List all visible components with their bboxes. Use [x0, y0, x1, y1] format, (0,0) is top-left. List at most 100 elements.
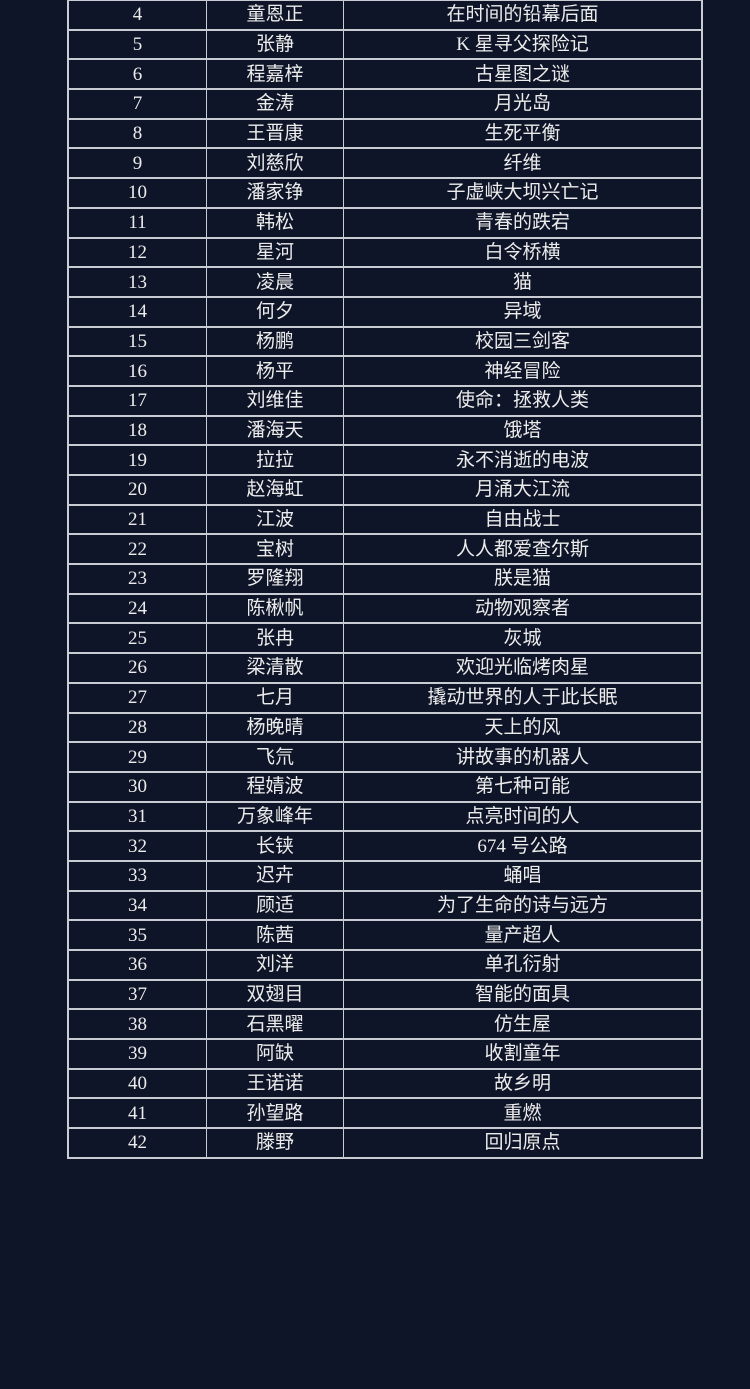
- row-number: 22: [69, 535, 207, 564]
- title-cell: 在时间的铅幕后面: [446, 4, 599, 26]
- title-cell: 动物观察者: [474, 598, 570, 620]
- row-number: 19: [69, 446, 207, 474]
- table-row: 34 顾适 为了生命的诗与远方: [69, 891, 701, 922]
- author-cell: 何夕: [207, 297, 344, 326]
- author-cell: 罗隆翔: [207, 565, 344, 593]
- table-row: 35 陈茜 量产超人: [69, 921, 701, 951]
- table-row: 29 飞氘 讲故事的机器人: [69, 743, 701, 773]
- table-row: 16 杨平 神经冒险: [69, 357, 701, 387]
- row-number: 17: [69, 386, 207, 415]
- row-number: 40: [69, 1069, 207, 1098]
- author-cell: 刘洋: [207, 951, 344, 979]
- table-row: 18 潘海天 饿塔: [69, 416, 701, 447]
- row-number: 41: [69, 1099, 207, 1128]
- title-cell: 朕是猫: [493, 568, 551, 590]
- title-cell: 使命：拯救人类: [455, 390, 589, 412]
- table-row: 23 罗隆翔 朕是猫: [69, 565, 701, 595]
- author-cell: 王晋康: [207, 119, 344, 148]
- row-number: 39: [69, 1040, 207, 1068]
- row-number: 33: [69, 861, 207, 890]
- author-cell: 刘维佳: [207, 386, 344, 415]
- title-cell: 重燃: [503, 1102, 542, 1124]
- author-cell: 陈茜: [207, 921, 344, 949]
- row-number: 16: [69, 357, 207, 385]
- author-cell: 滕野: [207, 1129, 344, 1157]
- author-cell: 杨鹏: [207, 327, 344, 356]
- row-number: 7: [69, 90, 207, 118]
- table-row: 41 孙望路 重燃: [69, 1099, 701, 1130]
- row-number: 11: [69, 208, 207, 237]
- author-cell: 孙望路: [207, 1099, 344, 1128]
- title-cell: 纤维: [503, 152, 542, 174]
- row-number: 26: [69, 654, 207, 682]
- table-row: 10 潘家铮 子虚峡大坝兴亡记: [69, 179, 701, 209]
- row-number: 29: [69, 743, 207, 771]
- table-row: 39 阿缺 收割童年: [69, 1040, 701, 1070]
- author-cell: 程嘉梓: [207, 60, 344, 89]
- table-row: 4 童恩正 在时间的铅幕后面: [69, 1, 701, 31]
- title-cell: 异域: [503, 301, 542, 323]
- row-number: 14: [69, 297, 207, 326]
- author-cell: 陈楸帆: [207, 594, 344, 623]
- title-cell: 为了生命的诗与远方: [436, 894, 608, 916]
- row-number: 21: [69, 505, 207, 534]
- row-number: 42: [69, 1129, 207, 1157]
- title-cell: 古星图之谜: [474, 63, 570, 85]
- table-row: 32 长铗 674 号公路: [69, 832, 701, 862]
- title-cell: 自由战士: [484, 509, 561, 531]
- title-cell: 生死平衡: [484, 123, 561, 145]
- table-row: 36 刘洋 单孔衍射: [69, 951, 701, 981]
- author-cell: 万象峰年: [207, 802, 344, 831]
- author-cell: 张冉: [207, 624, 344, 653]
- table-row: 27 七月 撬动世界的人于此长眠: [69, 683, 701, 714]
- table-row: 37 双翅目 智能的面具: [69, 980, 701, 1011]
- title-cell: 月光岛: [493, 93, 551, 115]
- row-number: 9: [69, 149, 207, 178]
- author-cell: 刘慈欣: [207, 149, 344, 178]
- author-cell: 迟卉: [207, 861, 344, 890]
- title-cell: 第七种可能: [474, 776, 570, 798]
- author-cell: 阿缺: [207, 1040, 344, 1068]
- title-cell: 月涌大江流: [474, 479, 570, 501]
- row-number: 36: [69, 951, 207, 979]
- table-row: 40 王诺诺 故乡明: [69, 1069, 701, 1100]
- author-cell: 杨平: [207, 357, 344, 385]
- row-number: 13: [69, 268, 207, 296]
- author-cell: 潘家铮: [207, 179, 344, 207]
- row-number: 34: [69, 891, 207, 920]
- author-cell: 程婧波: [207, 772, 344, 801]
- author-cell: 双翅目: [207, 980, 344, 1009]
- row-number: 37: [69, 980, 207, 1009]
- author-cell: 顾适: [207, 891, 344, 920]
- row-number: 15: [69, 327, 207, 356]
- title-cell: 神经冒险: [484, 360, 561, 382]
- title-cell: 仿生屋: [493, 1013, 551, 1035]
- row-number: 32: [69, 832, 207, 860]
- row-number: 38: [69, 1010, 207, 1039]
- author-cell: 王诺诺: [207, 1069, 344, 1098]
- table-row: 14 何夕 异域: [69, 297, 701, 328]
- table-row: 19 拉拉 永不消逝的电波: [69, 446, 701, 476]
- table-row: 30 程婧波 第七种可能: [69, 772, 701, 803]
- title-cell: 674 号公路: [477, 835, 568, 857]
- author-cell: 长铗: [207, 832, 344, 860]
- row-number: 30: [69, 772, 207, 801]
- author-cell: 拉拉: [207, 446, 344, 474]
- row-number: 8: [69, 119, 207, 148]
- table-row: 11 韩松 青春的跌宕: [69, 208, 701, 239]
- author-cell: 潘海天: [207, 416, 344, 445]
- row-number: 6: [69, 60, 207, 89]
- row-number: 23: [69, 565, 207, 593]
- table-row: 15 杨鹏 校园三剑客: [69, 327, 701, 358]
- row-number: 10: [69, 179, 207, 207]
- table-row: 17 刘维佳 使命：拯救人类: [69, 386, 701, 417]
- author-cell: 石黑曜: [207, 1010, 344, 1039]
- row-number: 24: [69, 594, 207, 623]
- row-number: 20: [69, 476, 207, 504]
- title-cell: K 星寻父探险记: [456, 34, 589, 56]
- title-cell: 蛹唱: [503, 865, 542, 887]
- title-cell: 收割童年: [484, 1043, 561, 1065]
- title-cell: 白令桥横: [484, 241, 561, 263]
- table-row: 31 万象峰年 点亮时间的人: [69, 802, 701, 833]
- title-cell: 校园三剑客: [474, 330, 570, 352]
